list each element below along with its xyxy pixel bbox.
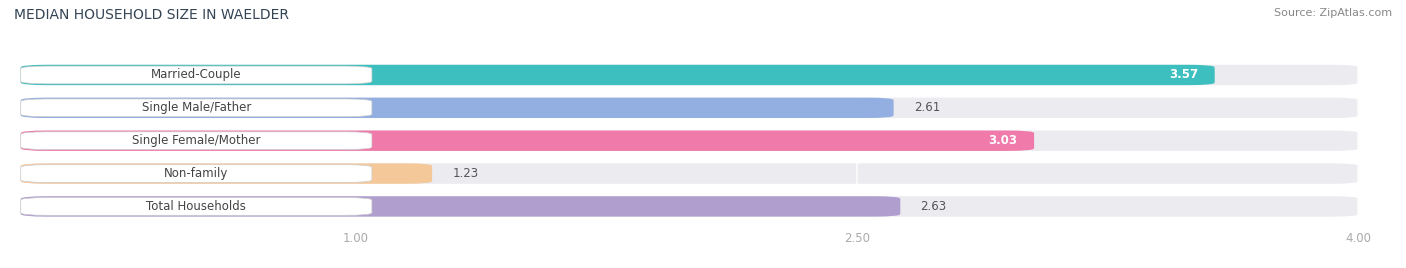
FancyBboxPatch shape	[21, 99, 373, 117]
FancyBboxPatch shape	[21, 98, 1358, 118]
Text: 3.57: 3.57	[1168, 68, 1198, 81]
FancyBboxPatch shape	[21, 165, 373, 183]
Text: 2.61: 2.61	[914, 101, 941, 114]
FancyBboxPatch shape	[21, 131, 1033, 151]
Text: MEDIAN HOUSEHOLD SIZE IN WAELDER: MEDIAN HOUSEHOLD SIZE IN WAELDER	[14, 8, 290, 22]
FancyBboxPatch shape	[21, 131, 1358, 151]
Text: Single Male/Father: Single Male/Father	[142, 101, 252, 114]
Text: 1.23: 1.23	[453, 167, 478, 180]
Text: 3.03: 3.03	[988, 134, 1018, 147]
Text: Married-Couple: Married-Couple	[150, 68, 242, 81]
FancyBboxPatch shape	[21, 132, 373, 150]
FancyBboxPatch shape	[21, 163, 1358, 184]
FancyBboxPatch shape	[21, 163, 432, 184]
FancyBboxPatch shape	[21, 66, 373, 84]
Text: Single Female/Mother: Single Female/Mother	[132, 134, 260, 147]
FancyBboxPatch shape	[21, 196, 1358, 217]
Text: Source: ZipAtlas.com: Source: ZipAtlas.com	[1274, 8, 1392, 18]
FancyBboxPatch shape	[21, 98, 894, 118]
FancyBboxPatch shape	[21, 65, 1215, 85]
Text: Non-family: Non-family	[165, 167, 229, 180]
FancyBboxPatch shape	[21, 198, 373, 215]
FancyBboxPatch shape	[21, 65, 1358, 85]
FancyBboxPatch shape	[21, 196, 900, 217]
Text: Total Households: Total Households	[146, 200, 246, 213]
Text: 2.63: 2.63	[921, 200, 946, 213]
